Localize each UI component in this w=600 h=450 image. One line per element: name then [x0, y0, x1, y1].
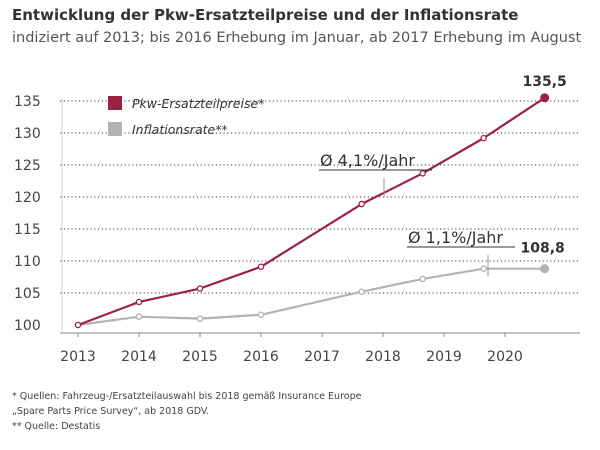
x-tick-label: 2016	[243, 349, 279, 365]
y-tick-label: 135	[14, 94, 41, 110]
x-tick-label: 2015	[182, 349, 218, 365]
end-value-label: 135,5	[523, 74, 567, 90]
x-tick-label: 2017	[304, 349, 340, 365]
data-point	[135, 313, 143, 320]
footnote-sources-cont: „Spare Parts Price Survey“, ab 2018 GDV.	[12, 406, 210, 417]
data-point	[74, 321, 82, 329]
end-value-label: 108,8	[521, 241, 565, 257]
footnotes: * Quellen: Fahrzeug-/Ersatzteilauswahl b…	[12, 389, 361, 434]
data-point-end	[540, 264, 550, 274]
legend-swatch-spare-parts	[108, 96, 122, 110]
y-tick-label: 130	[14, 126, 41, 142]
data-point	[257, 311, 265, 319]
data-point-end	[540, 93, 550, 103]
x-tick-label: 2014	[121, 349, 157, 365]
legend-swatch-inflation	[108, 122, 122, 136]
trend-annotation: Ø 4,1%/Jahr	[320, 151, 415, 170]
x-tick-label: 2020	[487, 349, 523, 365]
footnote-destatis: ** Quelle: Destatis	[12, 421, 101, 432]
data-point	[358, 200, 365, 208]
footnote-sources: * Quellen: Fahrzeug-/Ersatzteilauswahl b…	[12, 391, 362, 402]
data-point	[257, 263, 265, 271]
data-point	[196, 315, 204, 322]
x-tick-label: 2018	[365, 349, 401, 365]
x-tick-label: 2013	[60, 349, 96, 365]
legend-label: Pkw-Ersatzteilpreise*	[132, 96, 264, 111]
chart-title: Entwicklung der Pkw-Ersatzteilpreise und…	[12, 6, 519, 24]
data-point	[419, 170, 426, 177]
data-point	[419, 275, 426, 283]
y-tick-label: 125	[14, 158, 41, 174]
data-point	[480, 134, 487, 142]
y-tick-label: 120	[14, 190, 41, 206]
data-point	[358, 288, 365, 295]
data-point	[196, 285, 204, 292]
trend-annotation: Ø 1,1%/Jahr	[408, 228, 503, 247]
x-tick-label: 2019	[426, 349, 462, 365]
y-tick-label: 100	[14, 318, 41, 334]
series-line-spare-parts	[77, 96, 546, 327]
y-tick-label: 105	[14, 286, 41, 302]
y-tick-label: 110	[14, 254, 41, 270]
legend-label: Inflationsrate**	[132, 122, 228, 137]
data-point	[135, 298, 143, 306]
data-point	[480, 265, 487, 272]
chart-subtitle: indiziert auf 2013; bis 2016 Erhebung im…	[12, 30, 582, 46]
series-line-inflation	[77, 267, 545, 327]
y-tick-label: 115	[14, 222, 41, 238]
